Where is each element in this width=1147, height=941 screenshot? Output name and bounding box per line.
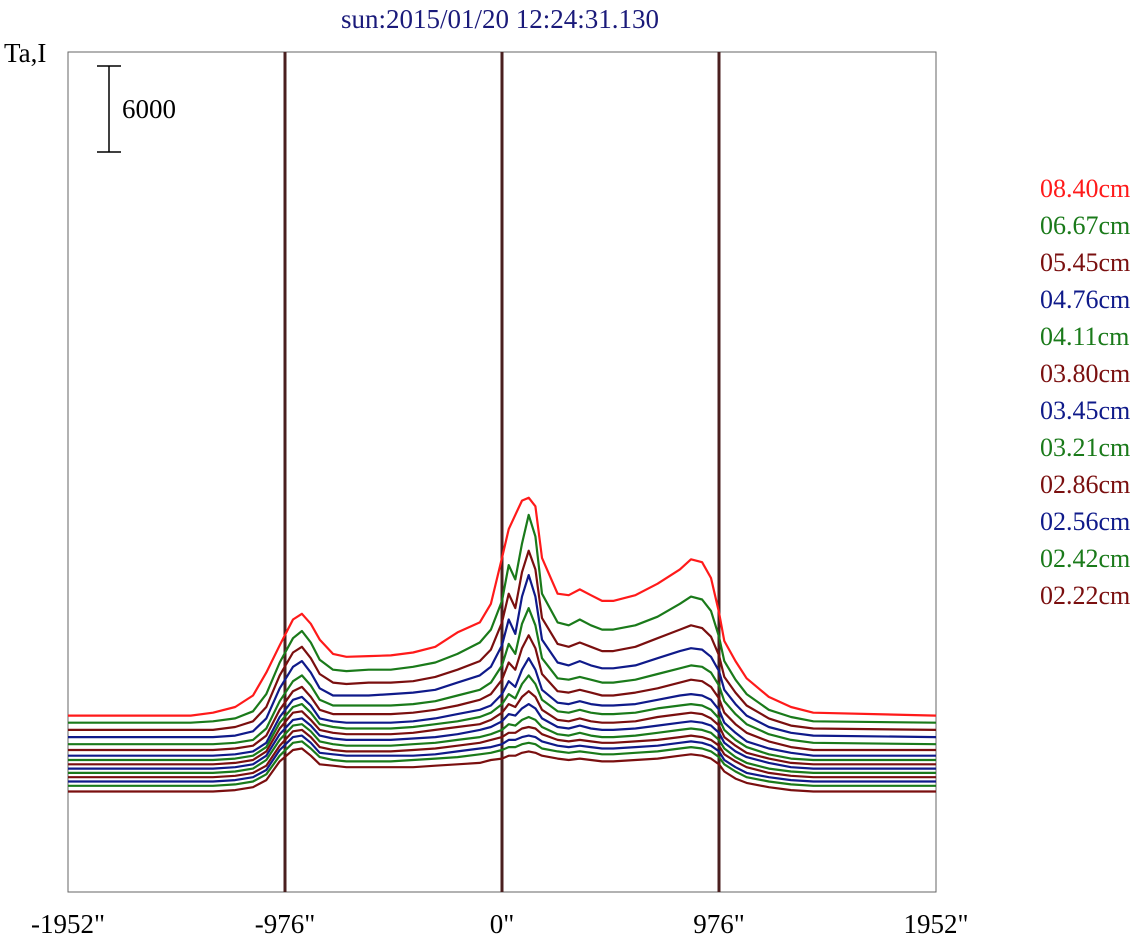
legend-item: 02.42cm: [1040, 544, 1131, 573]
legend-item: 03.21cm: [1040, 433, 1131, 462]
scale-bar-label: 6000: [122, 94, 176, 124]
series-line-3: [68, 573, 937, 739]
legend-item: 08.40cm: [1040, 174, 1131, 203]
series-line-8: [68, 690, 936, 766]
series-line-10: [68, 715, 936, 775]
x-tick-label: -1952": [31, 909, 105, 939]
legend-item: 05.45cm: [1040, 248, 1131, 277]
legend-item: 06.67cm: [1040, 211, 1131, 240]
series-line-14: [68, 747, 936, 793]
series-line-5: [68, 634, 936, 752]
series-line-12: [68, 734, 936, 783]
scale-bar: 6000: [97, 65, 176, 153]
series-line-11: [68, 725, 936, 779]
reference-lines: [283, 52, 721, 892]
series-line-1: [68, 513, 937, 724]
chart-title: sun:2015/01/20 12:24:31.130: [340, 4, 659, 34]
series-group: [68, 496, 937, 793]
series-line-7: [68, 674, 936, 762]
series-line-4: [68, 606, 937, 746]
x-tick-label: 1952": [903, 909, 968, 939]
legend-item: 04.76cm: [1040, 285, 1131, 314]
legend-item: 02.22cm: [1040, 581, 1131, 610]
series-line-13: [68, 740, 936, 787]
legend-item: 03.45cm: [1040, 396, 1131, 425]
x-tick-label: 976": [693, 909, 745, 939]
y-axis-label: Ta,I: [4, 38, 47, 68]
legend-item: 02.56cm: [1040, 507, 1131, 536]
legend: 08.40cm 06.67cm 05.45cm 04.76cm 04.11cm 03.80…: [1040, 170, 1130, 614]
x-tick-label: 0": [490, 909, 515, 939]
x-tick-labels: -1952" -976" 0" 976" 1952": [31, 909, 969, 939]
legend-item: 04.11cm: [1040, 322, 1130, 351]
series-line-6: [68, 657, 936, 757]
series-line-9: [68, 702, 936, 770]
legend-item: 03.80cm: [1040, 359, 1131, 388]
series-line-0: [68, 496, 937, 717]
legend-item: 02.86cm: [1040, 470, 1131, 499]
x-tick-label: -976": [255, 909, 316, 939]
series-line-2: [68, 549, 937, 732]
